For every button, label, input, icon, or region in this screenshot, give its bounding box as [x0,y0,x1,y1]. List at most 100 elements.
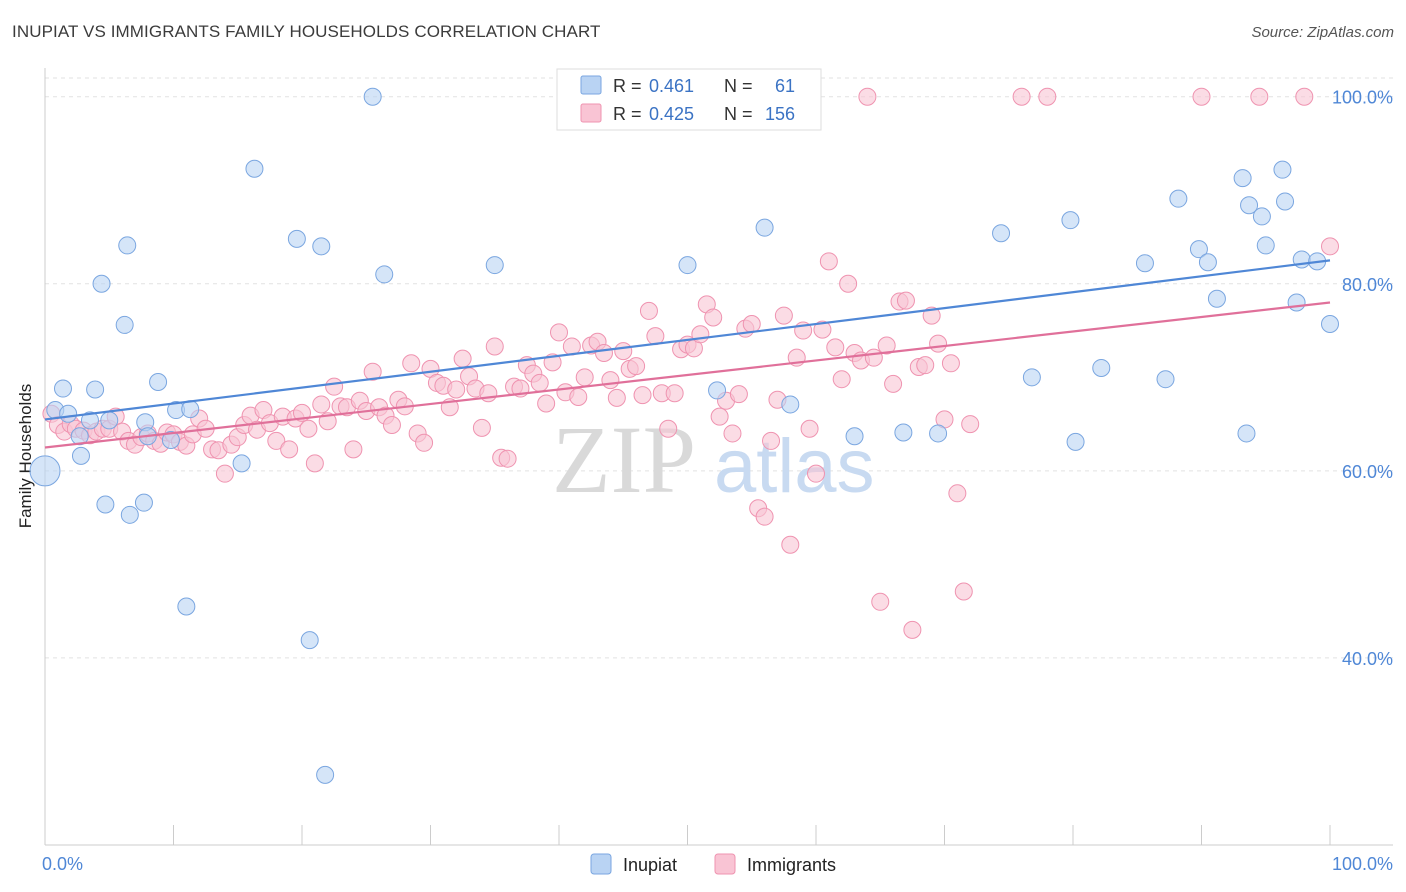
stats-n-label-inupiat: N = [724,76,753,96]
immigrants-point [1192,87,1211,106]
inupiat-point [118,236,137,255]
y-tick-label: 80.0% [1342,275,1393,295]
immigrants-point [729,385,748,404]
inupiat-point [1276,192,1295,211]
immigrants-point [569,387,588,406]
inupiat-point [363,87,382,106]
inupiat-point [115,315,134,334]
y-tick-label: 100.0% [1332,88,1393,108]
immigrants-point [832,370,851,389]
stats-n-value-inupiat: 61 [775,76,795,96]
immigrants-point [382,416,401,435]
immigrants-point [594,343,613,362]
immigrants-point [325,377,344,396]
y-tick-label: 40.0% [1342,649,1393,669]
trend-lines [44,259,1331,449]
inupiat-point [70,427,89,446]
inupiat-point [485,256,504,275]
inupiat-point [177,597,196,616]
inupiat-point [1240,196,1259,215]
inupiat-point [1061,211,1080,230]
inupiat-point [1189,240,1208,259]
immigrants-point [922,306,941,325]
inupiat-point [134,493,153,512]
inupiat-point [375,265,394,284]
stats-n-value-immigrants: 156 [765,104,795,124]
inupiat-point [1237,424,1256,443]
stats-swatch-immigrants [580,103,602,123]
immigrants-point [1321,237,1339,256]
inupiat-point [1256,236,1275,255]
immigrants-trend-line [44,301,1331,449]
immigrants-point [607,388,626,407]
immigrants-point [280,440,299,459]
immigrants-point [530,373,549,392]
inupiat-point [316,765,335,784]
inupiat-point [312,237,331,256]
inupiat-point [287,229,306,248]
immigrants-point [447,380,466,399]
inupiat-point [845,427,864,446]
legend-swatch-inupiat [590,853,612,875]
inupiat-point [1252,207,1271,226]
immigrants-point [762,431,781,450]
immigrants-point [659,419,678,438]
immigrants-point [800,419,819,438]
immigrants-point [415,433,434,452]
stats-r-label-immigrants: R = [613,104,642,124]
immigrants-point [1250,87,1269,106]
inupiat-point [1092,358,1111,377]
inupiat-point [1135,254,1154,273]
immigrants-point [312,395,331,414]
series-legend: Inupiat Immigrants [590,853,836,875]
inupiat-point [71,446,90,465]
immigrants-point [633,386,652,405]
immigrants-point [884,374,903,393]
inupiat-point [1207,289,1226,308]
immigrants-point [550,323,568,342]
immigrants-point [472,418,491,437]
immigrants-point [742,315,761,334]
stats-swatch-inupiat [580,75,602,95]
legend-swatch-immigrants [714,853,736,875]
immigrants-point [498,449,517,468]
inupiat-point [96,495,115,514]
inupiat-point [149,372,168,391]
immigrants-point [961,415,980,434]
immigrants-point [344,440,363,459]
immigrants-point [864,348,883,367]
immigrants-point [781,535,800,554]
stats-n-label-immigrants: N = [724,104,753,124]
immigrants-point [704,308,723,327]
stats-r-label-inupiat: R = [613,76,642,96]
immigrants-point [267,431,286,450]
watermark-zip: ZIP [552,406,696,513]
immigrants-point [916,356,935,375]
immigrants-point [537,394,556,413]
inupiat-point [80,411,99,430]
immigrants-point [1295,87,1314,106]
chart-title: INUPIAT VS IMMIGRANTS FAMILY HOUSEHOLDS … [12,22,601,41]
immigrants-point [929,334,948,353]
inupiat-point [161,430,180,449]
immigrants-point [755,507,774,526]
immigrants-point [903,620,922,639]
inupiat-point [708,381,727,400]
immigrants-point [215,464,234,483]
immigrants-point [774,306,793,325]
immigrants-point [305,454,324,473]
inupiat-point [1233,169,1252,188]
legend-label-inupiat: Inupiat [623,855,677,875]
stats-legend: R = 0.461 N = 61 R = 0.425 N = 156 [556,68,822,131]
immigrants-point [723,424,742,443]
inupiat-point [1287,293,1306,312]
inupiat-point [894,423,913,442]
inupiat-point [1169,189,1188,208]
stats-r-value-inupiat: 0.461 [649,76,694,96]
inupiat-point [781,395,800,414]
immigrants-point [453,349,472,368]
x-tick-label: 100.0% [1332,854,1393,874]
immigrants-point [485,337,504,356]
inupiat-point [53,379,72,398]
